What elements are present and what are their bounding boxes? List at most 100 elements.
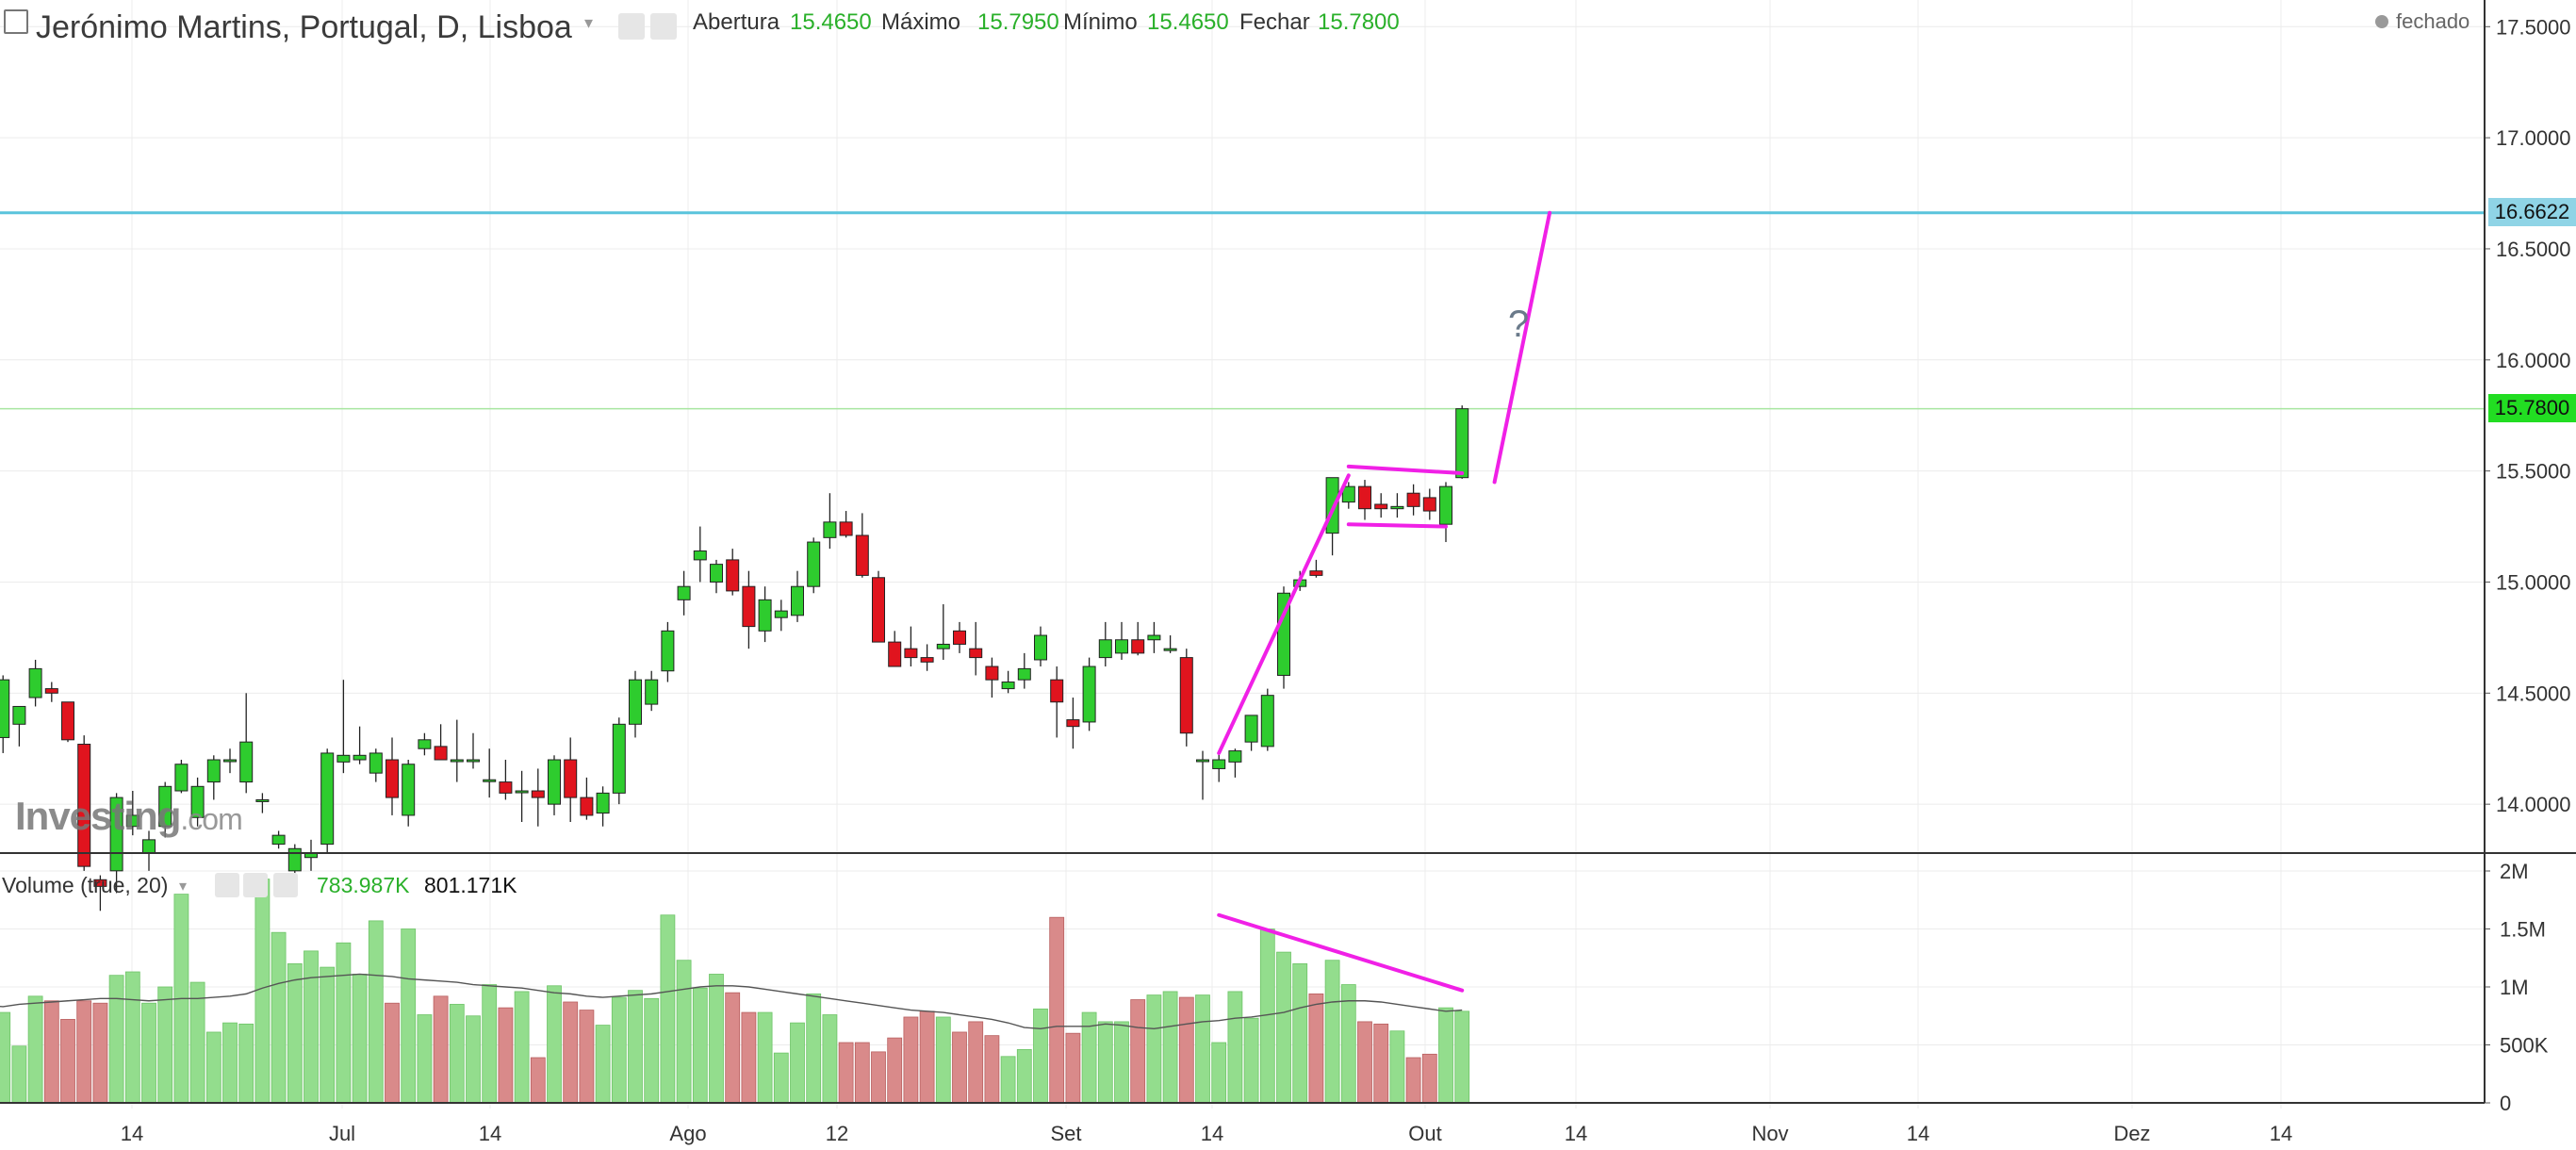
volume-bar: [433, 995, 449, 1104]
volume-bar: [401, 928, 417, 1104]
ohlc-close-label: Fechar: [1239, 9, 1310, 35]
candle-body: [1325, 477, 1339, 534]
volume-eye-icon[interactable]: [215, 873, 239, 897]
settings-icon[interactable]: [650, 13, 677, 40]
volume-settings-icon[interactable]: [243, 873, 268, 897]
horizontal-lines[interactable]: [0, 211, 2485, 410]
volume-bar: [660, 914, 676, 1104]
candle-body: [125, 814, 139, 828]
volume-close-icon[interactable]: [273, 873, 298, 897]
candle-body: [418, 739, 432, 749]
candle-body: [1374, 503, 1388, 510]
trend-line: [1492, 210, 1552, 485]
volume-ma-value: 801.171K: [424, 873, 517, 897]
candle-body: [1082, 665, 1096, 723]
candle-body: [255, 798, 270, 802]
volume-dropdown-icon[interactable]: ▾: [179, 879, 188, 895]
candle-body: [93, 879, 107, 887]
candle-body: [839, 521, 853, 536]
volume-bar: [611, 996, 627, 1104]
trend-line: [1346, 522, 1448, 529]
volume-bar: [124, 971, 140, 1104]
candle-body: [1244, 715, 1258, 743]
volume-bar: [1373, 1023, 1389, 1104]
volume-bar: [838, 1042, 854, 1104]
trend-line: [1217, 912, 1465, 993]
candle-body: [548, 759, 561, 805]
candle-body: [985, 665, 999, 681]
price-tick-label: 14.0000: [2496, 793, 2571, 816]
volume-bar: [1162, 991, 1178, 1104]
trend-drawings[interactable]: [1217, 210, 1552, 993]
investing-logo: Investing.com: [15, 794, 243, 839]
volume-ma-polyline: [0, 973, 1463, 1029]
volume-bar: [741, 1011, 757, 1104]
volume-bar: [628, 990, 643, 1104]
candle-body: [1439, 485, 1452, 525]
volume-bar: [1195, 994, 1210, 1104]
candle-body: [1341, 485, 1355, 503]
time-tick-label: Nov: [1751, 1122, 1788, 1145]
candle-body: [1455, 408, 1469, 479]
candle-body: [206, 759, 221, 783]
ohlc-close-value: 15.7800: [1318, 9, 1400, 35]
time-tick-label: 14: [1907, 1122, 1929, 1145]
candle-body: [612, 723, 626, 794]
volume-bar: [935, 1016, 951, 1104]
candle-body: [726, 559, 740, 592]
candle-body: [758, 599, 772, 632]
candle-body: [467, 759, 480, 763]
candle-body: [499, 781, 513, 794]
volume-bar: [773, 1052, 789, 1104]
candle-body: [969, 648, 983, 659]
volume-bar: [1438, 1007, 1453, 1104]
ohlc-open-label: Abertura: [693, 9, 780, 35]
candle-body: [1228, 750, 1242, 763]
candle-body: [353, 754, 367, 761]
candle-body: [888, 641, 902, 667]
candle-body: [1131, 639, 1145, 654]
volume-bar: [854, 1042, 870, 1104]
ohlc-low-value: 15.4650: [1147, 9, 1229, 35]
volume-bar: [336, 942, 352, 1104]
volume-bar: [352, 974, 368, 1104]
volume-tick-label: 1.5M: [2500, 918, 2546, 942]
volume-bar: [547, 985, 562, 1104]
candle-body: [953, 630, 966, 645]
candle-body: [661, 630, 675, 672]
ohlc-open-value: 15.4650: [790, 9, 872, 35]
collapse-icon[interactable]: [4, 9, 28, 34]
time-tick-label: Ago: [669, 1122, 706, 1145]
volume-bar: [1016, 1049, 1032, 1104]
volume-bar: [725, 992, 741, 1104]
volume-bars: [0, 879, 1470, 1104]
volume-bar: [254, 879, 271, 1104]
candle-body: [629, 679, 642, 725]
volume-tick-label: 0: [2500, 1092, 2511, 1115]
title-dropdown-icon[interactable]: ▾: [584, 13, 594, 32]
volume-bar: [595, 1025, 611, 1104]
volume-bar: [984, 1035, 1000, 1104]
volume-title: Volume (true, 20): [2, 873, 169, 897]
candle-body: [1358, 485, 1371, 510]
volume-bar: [530, 1057, 546, 1104]
volume-bar: [1114, 1021, 1129, 1104]
candle-body: [1422, 497, 1436, 512]
last-price-tag: 15.7800: [2488, 394, 2576, 422]
candle-body: [28, 667, 42, 698]
time-tick-label: 12: [826, 1122, 848, 1145]
volume-bar: [449, 1004, 465, 1104]
candle-body: [1260, 695, 1274, 748]
candle-body: [936, 643, 950, 649]
chart-title: Jerónimo Martins, Portugal, D, Lisboa: [36, 9, 572, 45]
volume-bar: [320, 966, 336, 1104]
candle-body: [174, 764, 189, 792]
volume-bar: [790, 1022, 805, 1104]
volume-tick-label: 2M: [2500, 860, 2529, 883]
volume-bar: [417, 1014, 433, 1104]
volume-bar: [1097, 1021, 1113, 1104]
eye-icon[interactable]: [618, 13, 645, 40]
candle-body: [823, 521, 837, 538]
